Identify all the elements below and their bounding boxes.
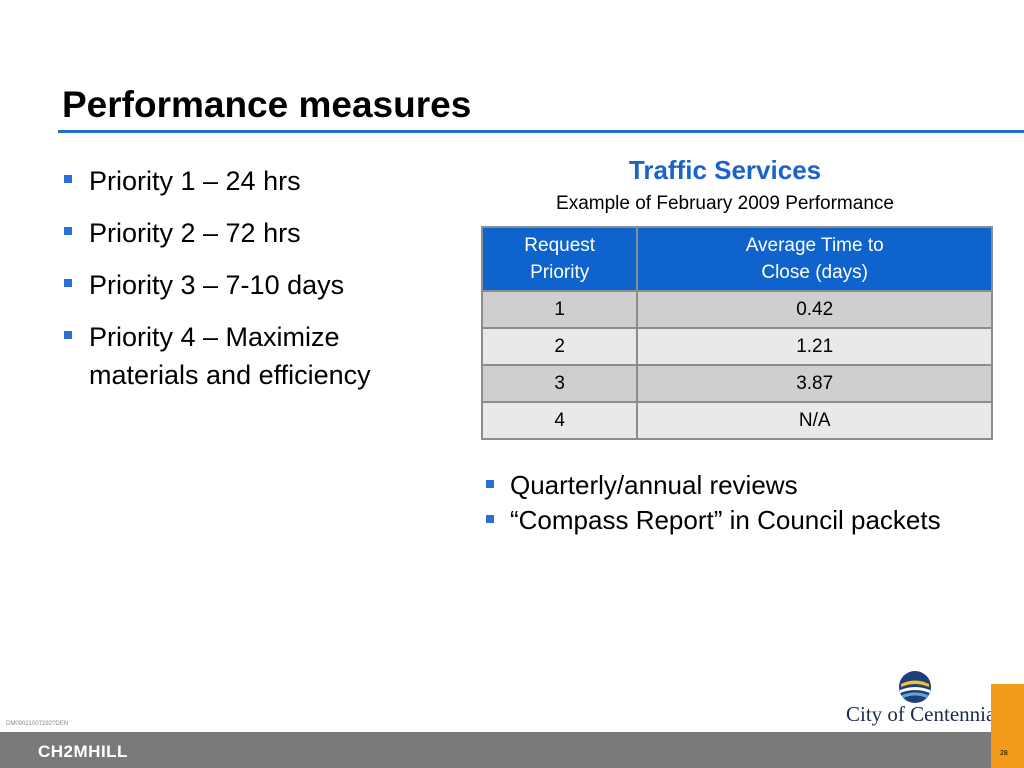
performance-table: Request Priority Average Time to Close (… xyxy=(481,226,993,440)
review-list: Quarterly/annual reviews “Compass Report… xyxy=(484,468,941,538)
table-row: 1 0.42 xyxy=(483,292,991,327)
brand-logo: CH2MHILL xyxy=(38,742,128,761)
bullet-square-icon xyxy=(64,175,72,183)
header-line: Request xyxy=(524,235,596,256)
slide-title: Performance measures xyxy=(62,84,472,125)
list-item: Priority 3 – 7-10 days xyxy=(62,266,442,304)
table-row: 2 1.21 xyxy=(483,329,991,364)
bullet-text: Priority 4 – Maximize materials and effi… xyxy=(89,322,371,390)
title-rule xyxy=(58,130,1024,133)
city-logo-text: City of Centennial xyxy=(846,702,1002,726)
bullet-text: Priority 3 – 7-10 days xyxy=(89,270,345,300)
header-line: Average Time to xyxy=(745,235,884,256)
priority-cell: 3 xyxy=(483,366,637,401)
table-row: 3 3.87 xyxy=(483,366,991,401)
table-header-row: Request Priority Average Time to Close (… xyxy=(483,228,991,290)
table-row: 4 N/A xyxy=(483,403,991,438)
bullet-square-icon xyxy=(486,515,494,523)
list-item: Priority 1 – 24 hrs xyxy=(62,162,442,200)
bullet-square-icon xyxy=(64,227,72,235)
bullet-text: Priority 1 – 24 hrs xyxy=(89,166,301,196)
page-number: 28 xyxy=(1000,750,1008,757)
priority-cell: 1 xyxy=(483,292,637,327)
time-cell: 3.87 xyxy=(638,366,991,401)
header-line: Priority xyxy=(530,262,590,283)
bullet-square-icon xyxy=(64,279,72,287)
document-id: DM09021007292?DEN xyxy=(6,721,69,727)
list-item: “Compass Report” in Council packets xyxy=(484,503,941,538)
bullet-text: Quarterly/annual reviews xyxy=(510,470,798,500)
time-cell: N/A xyxy=(638,403,991,438)
bullet-square-icon xyxy=(486,480,494,488)
time-cell: 1.21 xyxy=(638,329,991,364)
priority-cell: 4 xyxy=(483,403,637,438)
time-cell: 0.42 xyxy=(638,292,991,327)
header-request-priority: Request Priority xyxy=(483,228,637,290)
section-subtitle: Example of February 2009 Performance xyxy=(556,193,894,214)
list-item: Priority 4 – Maximize materials and effi… xyxy=(62,318,442,394)
list-item: Quarterly/annual reviews xyxy=(484,468,941,503)
list-item: Priority 2 – 72 hrs xyxy=(62,214,442,252)
priority-cell: 2 xyxy=(483,329,637,364)
city-logo xyxy=(842,669,988,729)
footer-bar xyxy=(0,732,1024,768)
priority-list: Priority 1 – 24 hrs Priority 2 – 72 hrs … xyxy=(62,162,442,408)
header-average-time: Average Time to Close (days) xyxy=(638,228,991,290)
header-line: Close (days) xyxy=(761,262,869,283)
bullet-text: “Compass Report” in Council packets xyxy=(510,505,941,535)
centennial-emblem-icon xyxy=(899,671,931,703)
orange-accent-bar xyxy=(991,684,1024,768)
section-title: Traffic Services xyxy=(628,155,822,185)
bullet-square-icon xyxy=(64,331,72,339)
bullet-text: Priority 2 – 72 hrs xyxy=(89,218,301,248)
